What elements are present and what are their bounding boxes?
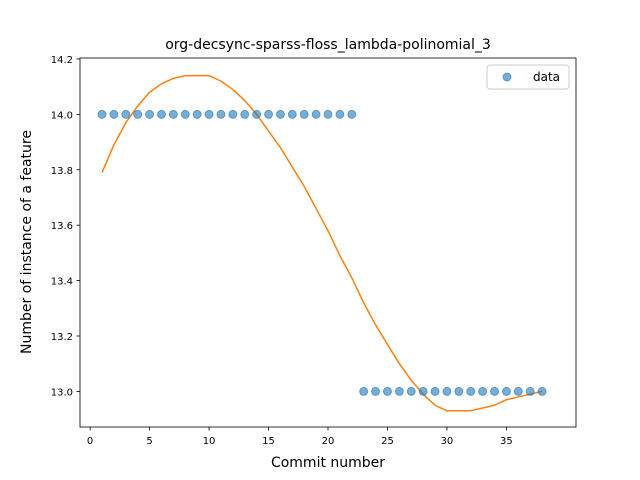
data-point xyxy=(216,109,226,119)
data-point xyxy=(121,109,131,119)
data-point xyxy=(240,109,250,119)
y-tick-label: 13.4 xyxy=(51,277,73,288)
data-point xyxy=(454,386,464,396)
data-point xyxy=(537,386,547,396)
plot-area xyxy=(80,58,576,427)
data-point xyxy=(335,109,345,119)
data-point xyxy=(275,109,285,119)
y-tick-label: 14.2 xyxy=(51,55,73,66)
x-axis-label: Commit number xyxy=(271,455,385,471)
y-tick-label: 13.0 xyxy=(51,387,73,398)
fit-line xyxy=(101,74,543,412)
axes-layer: 0 5 10 15 20 25 30 35 13.0 13.2 13.4 13.6 13.8 14.0 14… xyxy=(51,55,577,447)
data-point xyxy=(156,109,166,119)
x-tick-label: 10 xyxy=(203,436,216,447)
y-axis-label: Number of instance of a feature xyxy=(19,130,35,354)
data-point xyxy=(133,109,143,119)
data-point xyxy=(252,109,262,119)
chart-title: org-decsync-sparss-floss_lambda-polinomi… xyxy=(165,37,491,53)
data-point xyxy=(109,109,119,119)
data-points-layer xyxy=(97,109,547,396)
data-point xyxy=(406,386,416,396)
data-point xyxy=(192,109,202,119)
data-point xyxy=(145,109,155,119)
y-tick-label: 14.0 xyxy=(51,110,73,121)
data-point xyxy=(180,109,190,119)
data-point xyxy=(97,109,107,119)
data-point xyxy=(359,386,369,396)
data-point xyxy=(168,109,178,119)
data-point xyxy=(323,109,333,119)
data-point xyxy=(394,386,404,396)
data-point xyxy=(347,109,357,119)
legend: data xyxy=(486,64,570,90)
y-tick-label: 13.2 xyxy=(51,332,73,343)
data-point xyxy=(501,386,511,396)
data-point xyxy=(382,386,392,396)
data-point xyxy=(466,386,476,396)
x-tick-label: 30 xyxy=(441,436,454,447)
x-tick-label: 15 xyxy=(262,436,275,447)
x-tick-label: 20 xyxy=(322,436,335,447)
data-point xyxy=(287,109,297,119)
y-tick-label: 13.6 xyxy=(51,221,73,232)
data-point xyxy=(311,109,321,119)
data-point xyxy=(204,109,214,119)
x-tick-label: 5 xyxy=(146,436,152,447)
data-point xyxy=(228,109,238,119)
fit-line-layer xyxy=(101,74,543,412)
data-point xyxy=(299,109,309,119)
data-point xyxy=(525,386,535,396)
data-point xyxy=(264,109,274,119)
y-tick-label: 13.8 xyxy=(51,166,73,177)
legend-marker-data xyxy=(502,72,512,82)
data-point xyxy=(418,386,428,396)
plot-background xyxy=(80,58,576,427)
x-tick-label: 35 xyxy=(500,436,513,447)
data-point xyxy=(371,386,381,396)
data-point xyxy=(513,386,523,396)
legend-label-data: data xyxy=(533,70,560,84)
legend-box xyxy=(486,64,570,90)
data-point xyxy=(430,386,440,396)
data-point xyxy=(478,386,488,396)
x-tick-label: 25 xyxy=(381,436,394,447)
data-point xyxy=(490,386,500,396)
x-tick-label: 0 xyxy=(87,436,93,447)
data-point xyxy=(442,386,452,396)
